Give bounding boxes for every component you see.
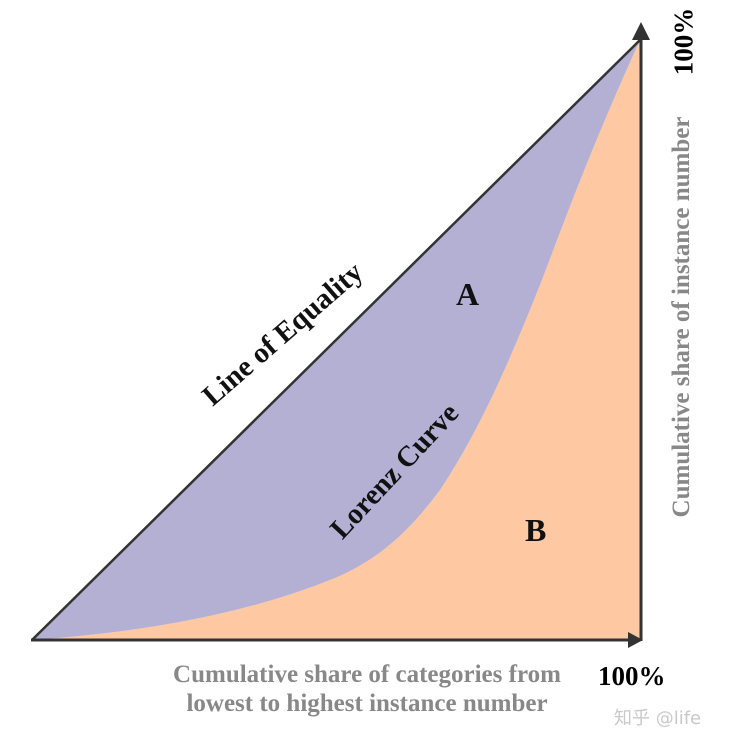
line-of-equality [31,39,641,641]
region-b-label: B [525,512,547,548]
watermark: 知乎 @life [614,708,702,729]
x-axis-title: Cumulative share of categories from lowe… [173,661,561,717]
x-axis-max-label: 100% [598,661,666,691]
region-b-area [32,40,641,640]
region-a-label: A [456,276,480,312]
x-axis-arrow-icon [628,632,643,648]
y-axis-arrow-icon [632,22,650,40]
y-axis-max-label: 100% [668,7,699,76]
y-axis-title: Cumulative share of instance number [668,116,695,518]
